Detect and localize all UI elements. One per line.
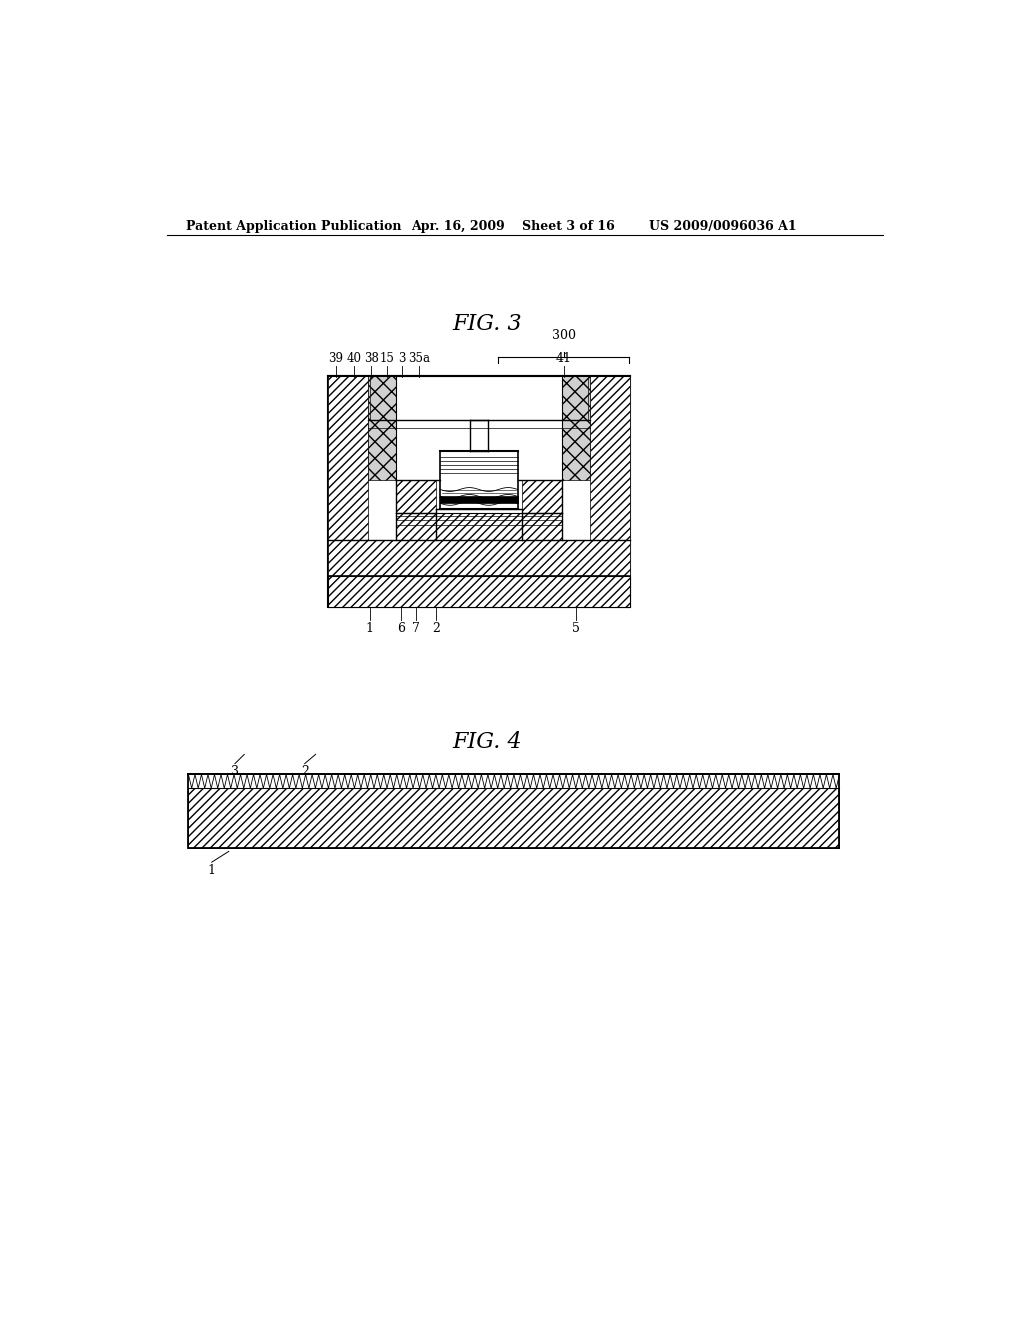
Bar: [188, 788, 840, 847]
Text: 5: 5: [572, 622, 580, 635]
Bar: [369, 375, 396, 480]
Text: 3: 3: [398, 351, 406, 364]
Text: 2: 2: [432, 622, 440, 635]
Text: 15: 15: [380, 351, 394, 364]
Bar: [328, 376, 369, 540]
Bar: [436, 512, 521, 540]
Text: Patent Application Publication: Patent Application Publication: [186, 219, 401, 232]
Text: 39: 39: [329, 351, 343, 364]
Text: US 2009/0096036 A1: US 2009/0096036 A1: [649, 219, 797, 232]
Text: 40: 40: [347, 351, 361, 364]
Text: 38: 38: [364, 351, 379, 364]
Text: FIG. 3: FIG. 3: [452, 313, 521, 335]
Bar: [562, 376, 589, 420]
Text: 1: 1: [208, 863, 216, 876]
Bar: [188, 775, 840, 847]
Bar: [521, 480, 562, 540]
Text: Apr. 16, 2009: Apr. 16, 2009: [411, 219, 505, 232]
Text: 1: 1: [366, 622, 374, 635]
Bar: [396, 480, 436, 540]
Text: FIG. 4: FIG. 4: [452, 731, 521, 752]
Text: 41: 41: [556, 351, 571, 364]
Text: Sheet 3 of 16: Sheet 3 of 16: [521, 219, 614, 232]
Bar: [328, 540, 630, 576]
Text: 7: 7: [413, 622, 420, 635]
Bar: [328, 376, 630, 607]
Text: 6: 6: [397, 622, 404, 635]
Text: 3: 3: [231, 766, 239, 779]
Bar: [440, 496, 518, 503]
Text: 35a: 35a: [409, 351, 430, 364]
Bar: [370, 376, 396, 420]
Bar: [590, 376, 630, 540]
Bar: [328, 576, 630, 607]
Text: 300: 300: [552, 329, 575, 342]
Bar: [562, 375, 590, 480]
Text: 2: 2: [301, 766, 308, 779]
